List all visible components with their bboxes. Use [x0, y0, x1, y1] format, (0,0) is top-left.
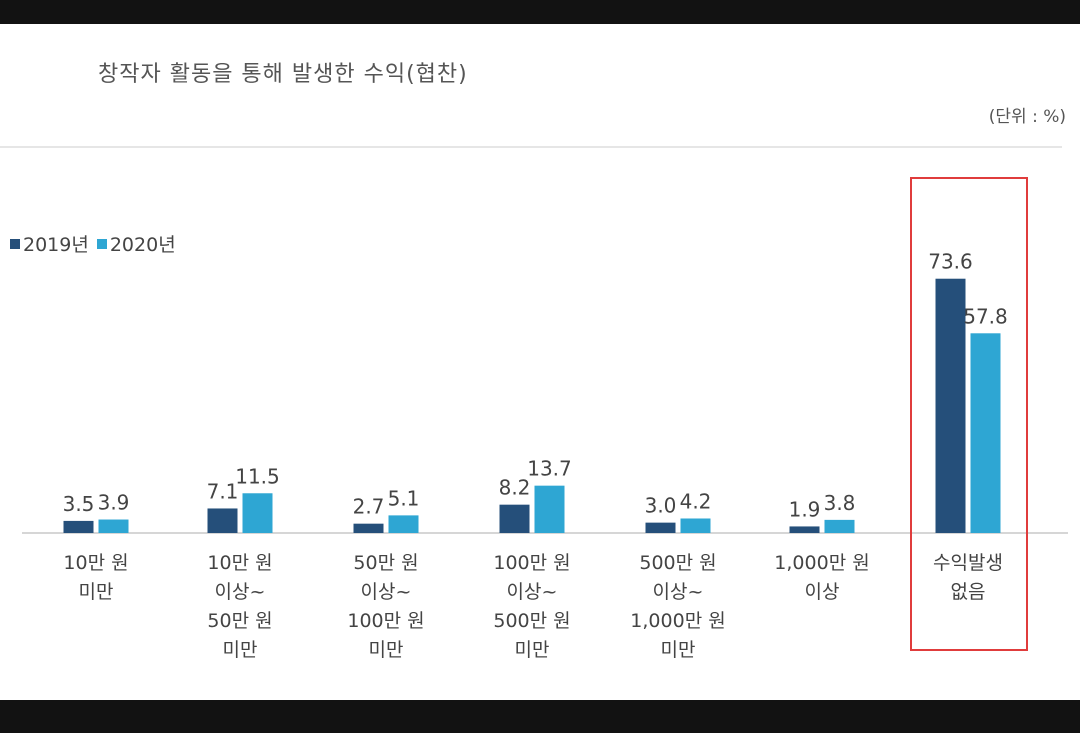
x-tick-label: 10만 원	[63, 552, 128, 574]
x-tick-label: 100만 원	[493, 552, 570, 574]
bar-2020	[970, 333, 1001, 533]
bar-2019	[499, 504, 530, 533]
bar-2019	[645, 522, 676, 533]
bar-2020	[680, 518, 711, 533]
data-label-2020: 11.5	[235, 464, 280, 488]
x-tick-label: 50만 원	[353, 552, 418, 574]
data-label-2019: 8.2	[499, 476, 531, 500]
chart-title: 창작자 활동을 통해 발생한 수익(협찬)	[98, 62, 468, 87]
x-tick-label: 10만 원	[207, 552, 272, 574]
x-tick-label: 없음	[951, 581, 986, 603]
data-label-2020: 57.8	[963, 304, 1008, 328]
bar-2020	[242, 493, 273, 533]
x-tick-label: 수익발생	[933, 552, 1003, 574]
bar-2019	[935, 278, 966, 533]
bar-2019	[63, 520, 94, 533]
legend: 2019년 2020년	[10, 230, 184, 257]
chart-panel: 창작자 활동을 통해 발생한 수익(협찬) (단위 : %) 2019년 202…	[0, 24, 1080, 700]
bar-2019	[789, 526, 820, 533]
legend-swatch-2019	[10, 238, 20, 249]
data-label-2019: 3.5	[63, 492, 95, 516]
x-tick-label: 이상~	[653, 581, 704, 603]
x-tick-label: 미만	[223, 639, 258, 661]
bottom-bar	[0, 700, 1080, 733]
bar-2020	[388, 515, 419, 533]
x-tick-label: 이상~	[361, 581, 412, 603]
data-label-2019: 2.7	[353, 495, 385, 519]
x-tick-label: 500만 원	[639, 552, 716, 574]
data-label-2020: 3.9	[98, 491, 130, 515]
x-tick-label: 50만 원	[207, 610, 272, 632]
legend-item-2020: 2020년	[96, 230, 176, 257]
legend-label-2019: 2019년	[23, 234, 89, 256]
x-tick-label: 미만	[79, 581, 114, 603]
data-label-2020: 3.8	[824, 491, 856, 515]
legend-swatch-2020	[96, 238, 107, 249]
x-tick-label: 100만 원	[347, 610, 424, 632]
data-label-2020: 13.7	[527, 457, 572, 481]
x-tick-label: 미만	[515, 639, 550, 661]
x-tick-label: 이상	[805, 581, 840, 603]
x-tick-label: 미만	[369, 639, 404, 661]
data-label-2019: 1.9	[789, 497, 821, 521]
x-tick-label: 이상~	[215, 581, 266, 603]
bar-2020	[824, 519, 855, 533]
data-label-2020: 4.2	[680, 489, 712, 513]
bar-2019	[353, 523, 384, 533]
bar-2020	[98, 519, 129, 533]
data-label-2020: 5.1	[388, 486, 420, 510]
highlight-box	[910, 177, 1028, 651]
data-label-2019: 7.1	[207, 479, 239, 503]
x-tick-label: 미만	[661, 639, 696, 661]
legend-item-2019: 2019년	[10, 230, 89, 257]
bar-2019	[207, 508, 238, 533]
bar-2020	[534, 485, 565, 533]
x-tick-label: 이상~	[507, 581, 558, 603]
x-tick-label: 1,000만 원	[774, 552, 869, 574]
title-divider	[0, 146, 1062, 148]
data-label-2019: 73.6	[928, 250, 973, 274]
x-tick-label: 500만 원	[493, 610, 570, 632]
x-tick-label: 1,000만 원	[630, 610, 725, 632]
data-label-2019: 3.0	[645, 494, 677, 518]
unit-label: (단위 : %)	[988, 107, 1066, 127]
legend-label-2020: 2020년	[109, 234, 176, 256]
